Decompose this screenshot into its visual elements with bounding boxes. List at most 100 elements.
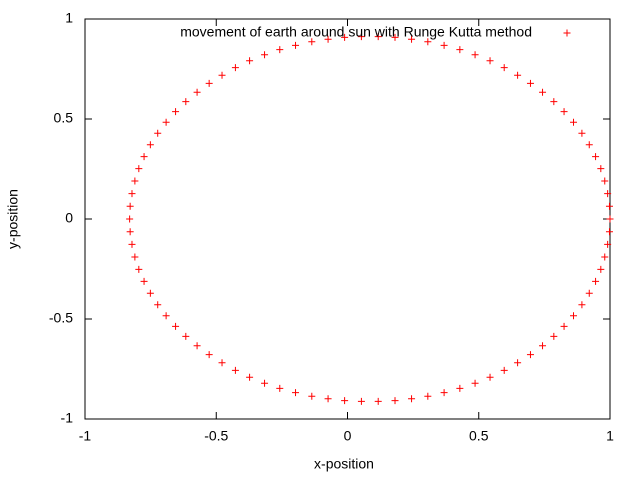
point — [408, 395, 416, 403]
y-axis-label: y-position — [5, 189, 21, 249]
point — [324, 395, 332, 403]
point — [500, 366, 508, 374]
point — [172, 108, 180, 116]
point — [374, 33, 382, 41]
point — [357, 397, 365, 405]
point — [140, 277, 148, 285]
point — [456, 46, 464, 54]
point — [440, 41, 448, 49]
point — [218, 71, 226, 79]
point — [578, 129, 586, 137]
point — [560, 322, 568, 330]
point — [276, 384, 284, 392]
point — [592, 277, 600, 285]
point — [128, 190, 136, 198]
point — [182, 98, 190, 106]
point — [605, 228, 613, 236]
point — [585, 141, 593, 149]
point — [357, 33, 365, 41]
point — [486, 373, 494, 381]
x-axis-label: x-position — [314, 456, 374, 472]
point — [308, 38, 316, 46]
legend-label: movement of earth around sun with Runge … — [180, 24, 532, 40]
point — [131, 253, 139, 261]
y-tick-label: 1 — [65, 10, 73, 26]
point — [140, 153, 148, 161]
point — [261, 379, 269, 387]
point — [292, 41, 300, 49]
point — [193, 88, 201, 96]
x-tick-label: 0 — [344, 428, 352, 444]
y-tick-label: -0.5 — [49, 310, 73, 326]
point — [514, 359, 522, 367]
point — [391, 33, 399, 41]
point — [172, 322, 180, 330]
y-tick-label: -1 — [61, 410, 74, 426]
point — [539, 342, 547, 350]
y-tick-label: 0 — [65, 210, 73, 226]
y-tick-label: 0.5 — [54, 110, 74, 126]
point — [246, 373, 254, 381]
point — [218, 359, 226, 367]
point — [193, 342, 201, 350]
point — [514, 71, 522, 79]
point — [205, 351, 213, 359]
point — [597, 265, 605, 273]
point — [126, 202, 134, 210]
point — [231, 366, 239, 374]
x-tick-label: -0.5 — [204, 428, 228, 444]
point — [324, 35, 332, 43]
point — [135, 165, 143, 173]
x-tick-label: 0.5 — [469, 428, 489, 444]
point — [486, 57, 494, 65]
point — [471, 51, 479, 59]
point — [526, 351, 534, 359]
point — [391, 397, 399, 405]
point — [341, 397, 349, 405]
point — [146, 289, 154, 297]
point — [154, 129, 162, 137]
point — [550, 98, 558, 106]
point — [440, 389, 448, 397]
point — [592, 153, 600, 161]
point — [341, 33, 349, 41]
point — [146, 141, 154, 149]
point — [604, 240, 612, 248]
point — [471, 379, 479, 387]
point — [162, 118, 170, 126]
point — [424, 392, 432, 400]
point — [182, 332, 190, 340]
point — [585, 289, 593, 297]
point — [550, 332, 558, 340]
point — [308, 392, 316, 400]
point — [578, 301, 586, 309]
point — [606, 215, 614, 223]
x-tick-label: -1 — [79, 428, 92, 444]
point — [126, 215, 134, 223]
point — [231, 64, 239, 72]
point — [539, 88, 547, 96]
point — [128, 240, 136, 248]
point — [601, 177, 609, 185]
point — [261, 51, 269, 59]
point — [154, 301, 162, 309]
point — [570, 118, 578, 126]
point — [424, 38, 432, 46]
point — [205, 79, 213, 87]
point — [570, 312, 578, 320]
point — [526, 79, 534, 87]
point — [601, 253, 609, 261]
point — [597, 165, 605, 173]
point — [605, 202, 613, 210]
point — [276, 46, 284, 54]
point — [500, 64, 508, 72]
point — [131, 177, 139, 185]
point — [374, 397, 382, 405]
point — [408, 35, 416, 43]
point — [162, 312, 170, 320]
point — [246, 57, 254, 65]
point — [126, 228, 134, 236]
point — [604, 190, 612, 198]
